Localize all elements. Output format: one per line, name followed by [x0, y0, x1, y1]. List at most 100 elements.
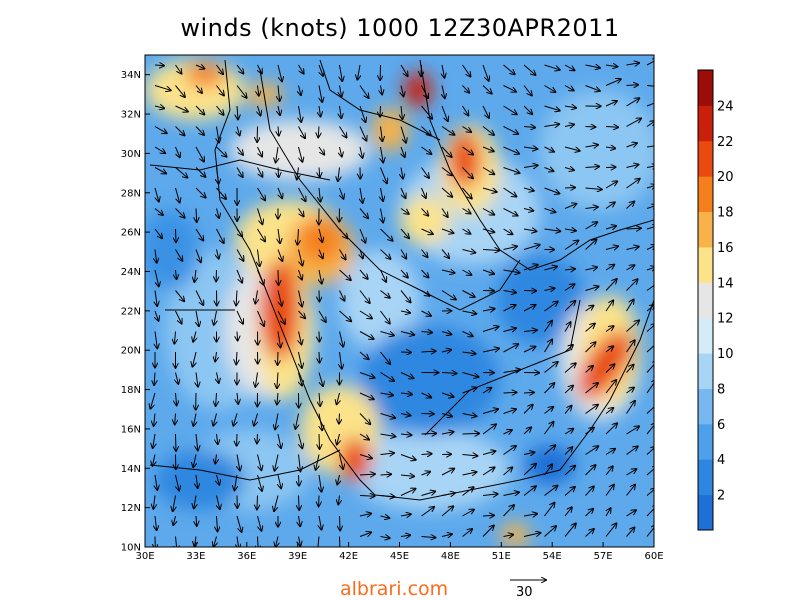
wind-vector: [400, 64, 408, 76]
wind-vector: [380, 372, 395, 382]
wind-vector: [585, 188, 602, 190]
wind-vector: [441, 350, 451, 352]
wind-vector: [564, 125, 574, 127]
wind-vector: [503, 430, 512, 434]
wind-vector: [523, 188, 534, 191]
wind-vector: [441, 332, 451, 335]
wind-vector: [585, 65, 600, 68]
wind-vector: [257, 146, 263, 157]
wind-vector: [216, 228, 224, 243]
wind-vector: [585, 486, 594, 496]
wind-vector: [523, 64, 536, 75]
wind-vector: [401, 105, 402, 119]
wind-vector: [216, 146, 227, 157]
wind-vector: [276, 146, 278, 162]
lat-label: 20N: [121, 346, 141, 357]
wind-vector: [380, 474, 392, 475]
wind-vector: [626, 300, 634, 312]
wind-vector: [175, 249, 183, 261]
wind-vector: [503, 328, 517, 331]
wind-vector: [195, 290, 203, 306]
lat-label: 16N: [121, 424, 141, 435]
wind-vector: [585, 127, 596, 128]
wind-vector: [214, 310, 217, 325]
wind-vector: [381, 187, 384, 201]
wind-vector: [605, 449, 615, 455]
wind-vector: [276, 536, 279, 547]
wind-vector: [441, 432, 454, 434]
wind-vector: [299, 372, 303, 386]
wind-vector: [421, 167, 429, 178]
lon-label: 57E: [594, 551, 613, 562]
wind-vector: [462, 126, 472, 133]
wind-vector: [298, 208, 304, 217]
wind-vector: [196, 515, 197, 526]
wind-vector: [564, 241, 578, 250]
wind-vector: [316, 454, 319, 470]
wind-vector: [564, 229, 576, 231]
wind-vector: [340, 85, 342, 97]
axis-labels: 10N 12N 14N 16N 18N 20N 22N 24N 26N 28N 30N 32N 34N 3…: [121, 70, 664, 562]
wind-vector: [585, 342, 596, 353]
wind-vector: [196, 372, 198, 387]
wind-vector: [175, 64, 182, 74]
wind-vector: [421, 351, 436, 352]
wind-vector: [605, 79, 621, 86]
wind-vector: [359, 331, 374, 340]
wind-vector: [626, 228, 641, 229]
wind-vector: [462, 228, 471, 234]
wind-vector: [318, 126, 319, 138]
wind-vector: [175, 413, 176, 425]
wind-vector: [318, 146, 324, 155]
wind-vector: [605, 246, 618, 249]
wind-vector: [523, 464, 536, 476]
wind-vector: [298, 249, 303, 266]
wind-vector: [400, 332, 414, 335]
wind-vector: [462, 510, 475, 517]
wind-vector: [646, 423, 654, 435]
wind-vector: [544, 526, 557, 537]
wind-vector: [380, 413, 396, 419]
wind-vector: [585, 428, 594, 435]
wind-vector: [605, 346, 613, 353]
wind-vector: [319, 228, 322, 242]
wind-vector: [357, 64, 360, 80]
wind-vector: [400, 249, 406, 259]
wind-vector: [523, 330, 537, 331]
wind-vector: [523, 229, 536, 231]
wind-vector: [155, 310, 159, 321]
wind-vector: [421, 126, 431, 136]
wind-vector: [626, 202, 635, 209]
wind-vector: [503, 85, 517, 92]
colorbar-label: 16: [717, 241, 734, 256]
wind-vector: [626, 118, 642, 127]
wind-vector: [544, 486, 558, 496]
wind-vector: [195, 65, 204, 69]
wind-vector: [359, 372, 375, 378]
wind-vector: [359, 392, 374, 399]
wind-vector: [318, 310, 326, 322]
wind-vector: [237, 454, 240, 471]
wind-vector: [196, 433, 198, 450]
wind-vector: [339, 126, 347, 138]
wind-vector: [442, 85, 445, 99]
wind-vector: [278, 474, 281, 488]
wind-vector: [216, 392, 217, 406]
wind-vector: [298, 126, 306, 139]
wind-vector: [175, 146, 180, 157]
wind-vector: [482, 388, 491, 394]
wind-vector: [319, 351, 320, 363]
wind-vector: [441, 414, 452, 417]
wind-vector: [441, 208, 448, 218]
wind-vector: [154, 413, 155, 426]
wind-vector: [646, 226, 654, 229]
wind-vector: [400, 475, 414, 476]
wind-vector: [441, 493, 455, 496]
wind-vector: [646, 324, 654, 332]
wind-vector: [194, 269, 196, 282]
wind-vector: [195, 105, 204, 115]
wind-vector: [482, 309, 495, 311]
colorbar-label: 8: [717, 382, 725, 397]
wind-vector: [317, 536, 320, 547]
